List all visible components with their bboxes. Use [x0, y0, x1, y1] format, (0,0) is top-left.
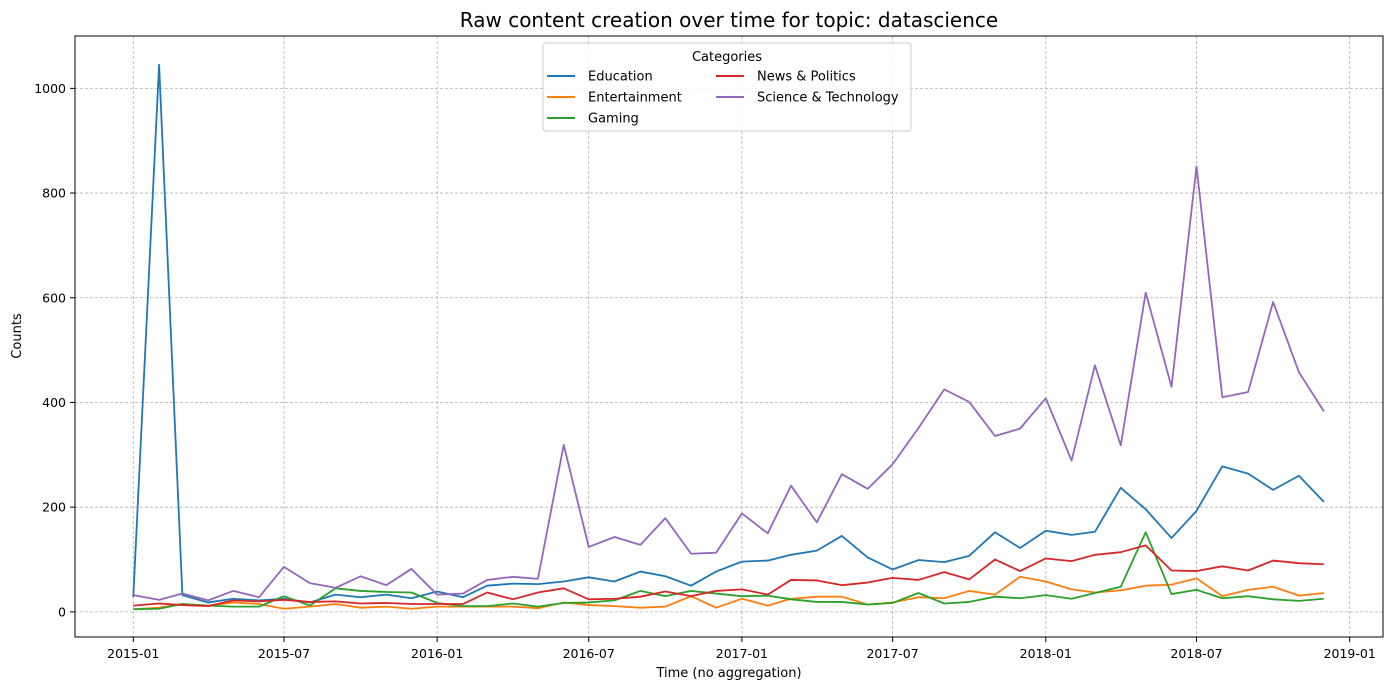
series-line-gaming: [133, 531, 1324, 611]
x-tick-label: 2016-01: [411, 646, 463, 661]
chart-title: Raw content creation over time for topic…: [460, 8, 998, 32]
x-tick-label: 2017-07: [866, 646, 918, 661]
legend-title: Categories: [692, 50, 762, 65]
x-tick-label: 2015-07: [258, 646, 310, 661]
y-axis-label: Counts: [10, 313, 25, 359]
x-tick-label: 2016-07: [563, 646, 615, 661]
x-tick-label: 2018-01: [1020, 646, 1072, 661]
x-axis-label: Time (no aggregation): [655, 666, 801, 681]
series-line-entertainment: [133, 575, 1324, 611]
series-line-education: [132, 63, 1325, 604]
legend-label-gaming: Gaming: [588, 112, 639, 127]
series-line-science-technology: [133, 165, 1325, 602]
y-tick-label: 400: [42, 395, 66, 410]
series-line-news-politics: [133, 544, 1324, 608]
y-tick-label: 800: [42, 186, 66, 201]
legend-label-science-technology: Science & Technology: [757, 91, 899, 106]
legend: Categories Education Entertainment Gaming N…: [542, 42, 912, 132]
x-tick-label: 2019-01: [1324, 646, 1376, 661]
x-axis-ticks: 2015-01 2015-07 2016-01 2016-07 2017-01 2017-…: [107, 637, 1376, 661]
x-tick-label: 2017-01: [716, 646, 768, 661]
x-tick-label: 2015-01: [107, 646, 159, 661]
y-axis-ticks: 0 200 400 600 800 1000: [34, 81, 75, 619]
y-tick-label: 0: [58, 604, 66, 619]
legend-label-entertainment: Entertainment: [588, 91, 682, 106]
y-tick-label: 200: [42, 500, 66, 515]
legend-label-education: Education: [588, 70, 653, 85]
plot-area: [75, 36, 1383, 637]
y-tick-label: 600: [42, 290, 66, 305]
plot-frame: [74, 35, 1384, 638]
y-tick-label: 1000: [34, 81, 66, 96]
x-tick-label: 2018-07: [1170, 646, 1222, 661]
legend-box: [542, 42, 912, 132]
legend-label-news-politics: News & Politics: [757, 70, 856, 85]
legend-items: Education Entertainment Gaming News & Polit…: [547, 70, 899, 127]
series-lines: [132, 63, 1325, 611]
gridlines: [75, 36, 1383, 637]
